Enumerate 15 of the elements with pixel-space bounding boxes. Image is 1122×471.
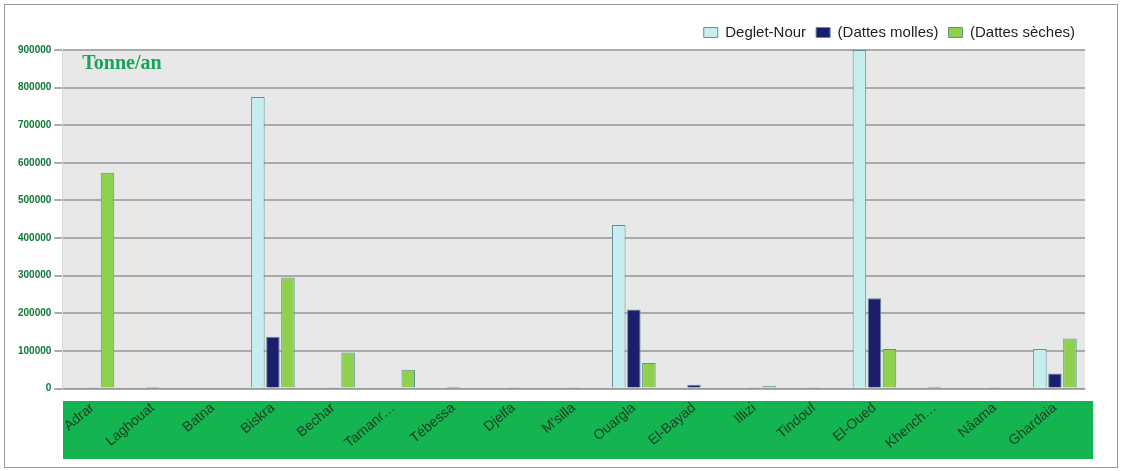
y-tick-label: 900000 bbox=[17, 43, 52, 55]
y-tick-label: 800000 bbox=[17, 81, 52, 93]
y-tick-label: 700000 bbox=[17, 119, 52, 130]
y-axis-title: Tonne/an bbox=[82, 51, 162, 74]
y-tick-label: 600000 bbox=[17, 156, 52, 168]
y-tick-label: 0 bbox=[45, 382, 52, 394]
y-tick-label: 200000 bbox=[17, 307, 52, 319]
y-tick-label: 500000 bbox=[17, 194, 52, 206]
legend-label: (Dattes sèches) bbox=[969, 22, 1076, 40]
legend-label: Deglet-Nour bbox=[725, 22, 807, 40]
y-tick-label: 100000 bbox=[17, 344, 52, 356]
legend-label: (Dattes molles) bbox=[837, 22, 939, 40]
y-tick-label: 400000 bbox=[17, 231, 52, 243]
x-tick-label: Illizi bbox=[730, 399, 759, 427]
y-tick-label: 300000 bbox=[17, 269, 52, 281]
